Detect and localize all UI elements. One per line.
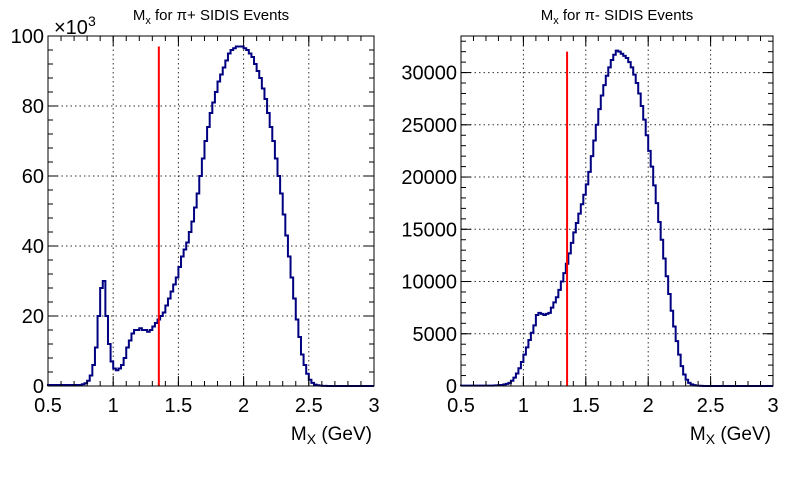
x-tick-label: 2.5 (295, 395, 323, 417)
chart-title: Mx for π- SIDIS Events (541, 7, 694, 27)
x-tick-label: 3 (767, 395, 778, 417)
chart-title-main: M (133, 7, 146, 24)
y-exponent-label: ×103 (54, 13, 96, 39)
y-tick-label: 60 (22, 166, 44, 188)
y-tick-label: 20 (22, 306, 44, 328)
x-tick-label: 2 (238, 395, 249, 417)
y-tick-label: 25000 (401, 115, 457, 137)
x-axis-label-rest: (GeV) (715, 424, 771, 445)
x-axis-label-main: M (291, 424, 307, 445)
y-tick-label: 80 (22, 96, 44, 118)
y-exponent-power: 3 (88, 13, 96, 29)
y-exponent-base: ×10 (54, 17, 88, 39)
y-tick-label: 0 (446, 376, 457, 398)
chart-title-rest: for π+ SIDIS Events (151, 7, 289, 24)
x-axis-label: MX (GeV) (291, 424, 372, 447)
y-tick-label: 30000 (401, 63, 457, 85)
x-tick-label: 3 (368, 395, 379, 417)
y-tick-label: 5000 (413, 324, 458, 346)
chart-title-main: M (541, 7, 554, 24)
x-tick-label: 1.5 (164, 395, 192, 417)
x-axis-label-rest: (GeV) (316, 424, 372, 445)
x-tick-label: 1 (108, 395, 119, 417)
x-tick-label: 0.5 (34, 395, 62, 417)
x-tick-label: 2 (643, 395, 654, 417)
chart-panel-1: 0.5 1 1.5 2 2.5 3 0 20 40 60 80 100 Mx for π+ SIDIS … (11, 7, 380, 447)
x-tick-label: 2.5 (697, 395, 725, 417)
x-axis-label-main: M (690, 424, 706, 445)
x-axis-label-sub: X (706, 431, 716, 447)
x-tick-label: 1.5 (572, 395, 600, 417)
y-tick-label: 40 (22, 236, 44, 258)
plot-frame (47, 35, 375, 387)
x-tick-label: 1 (518, 395, 529, 417)
chart-title: Mx for π+ SIDIS Events (133, 7, 289, 27)
chart-panel-2: 0.5 1 1.5 2 2.5 3 0 5000 10000 15000 20000 25000 300… (401, 7, 778, 447)
chart-title-sub: x (145, 15, 151, 27)
histogram-series (47, 45, 374, 387)
y-tick-label: 20000 (401, 167, 457, 189)
x-tick-label: 0.5 (447, 395, 475, 417)
chart-title-rest: for π- SIDIS Events (559, 7, 694, 24)
x-axis-label-sub: X (307, 431, 317, 447)
chart-title-sub: x (553, 15, 559, 27)
y-tick-label: 0 (33, 376, 44, 398)
y-tick-label: 15000 (401, 219, 457, 241)
histogram-series (460, 49, 773, 387)
x-axis-label: MX (GeV) (690, 424, 771, 447)
plot-frame (460, 35, 774, 387)
y-tick-label: 10000 (401, 272, 457, 294)
y-tick-label: 100 (11, 26, 44, 48)
